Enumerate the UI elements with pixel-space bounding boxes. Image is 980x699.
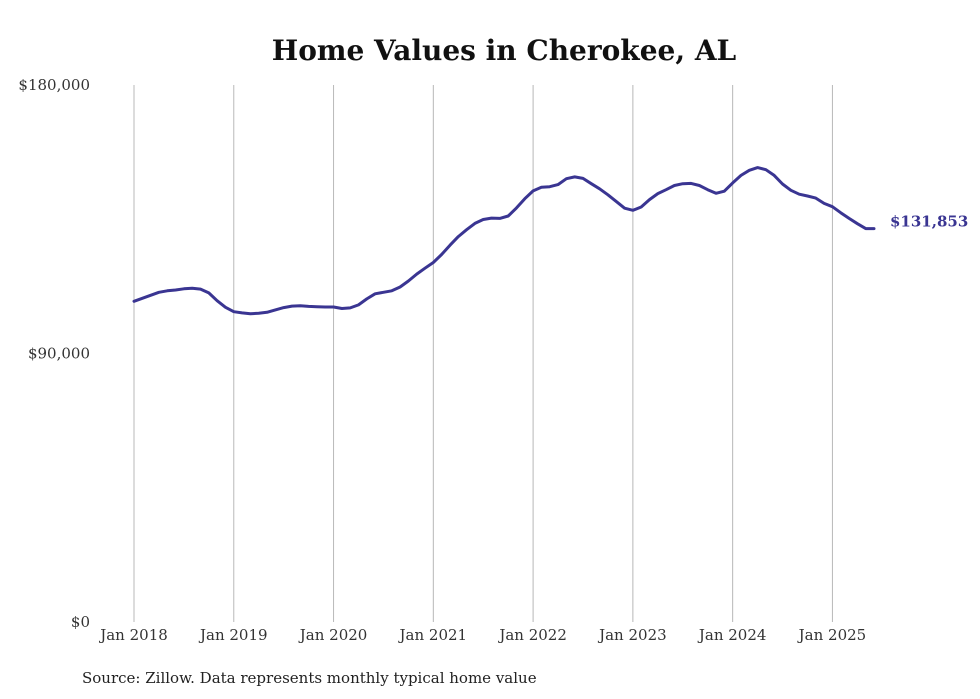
chart-title: Home Values in Cherokee, AL — [272, 34, 737, 67]
x-tick-label: Jan 2024 — [697, 626, 767, 644]
x-tick-label: Jan 2025 — [797, 626, 867, 644]
source-note: Source: Zillow. Data represents monthly … — [82, 669, 537, 687]
gridlines — [133, 85, 833, 622]
x-axis-ticks: Jan 2018 Jan 2019 Jan 2020 Jan 2021 Jan 2022… — [98, 626, 866, 644]
x-tick-label: Jan 2020 — [298, 626, 368, 644]
y-tick-label: $90,000 — [28, 345, 90, 363]
series-line — [132, 166, 876, 316]
x-tick-label: Jan 2023 — [597, 626, 667, 644]
x-tick-label: Jan 2021 — [398, 626, 468, 644]
x-tick-label: Jan 2018 — [98, 626, 168, 644]
y-tick-label: $180,000 — [18, 76, 90, 94]
x-tick-label: Jan 2019 — [198, 626, 268, 644]
x-tick-label: Jan 2022 — [497, 626, 567, 644]
y-tick-label: $0 — [71, 613, 90, 631]
end-value-label: $131,853 — [890, 213, 968, 231]
series-group — [132, 166, 876, 316]
y-axis-ticks: $0 $90,000 $180,000 — [18, 76, 90, 631]
